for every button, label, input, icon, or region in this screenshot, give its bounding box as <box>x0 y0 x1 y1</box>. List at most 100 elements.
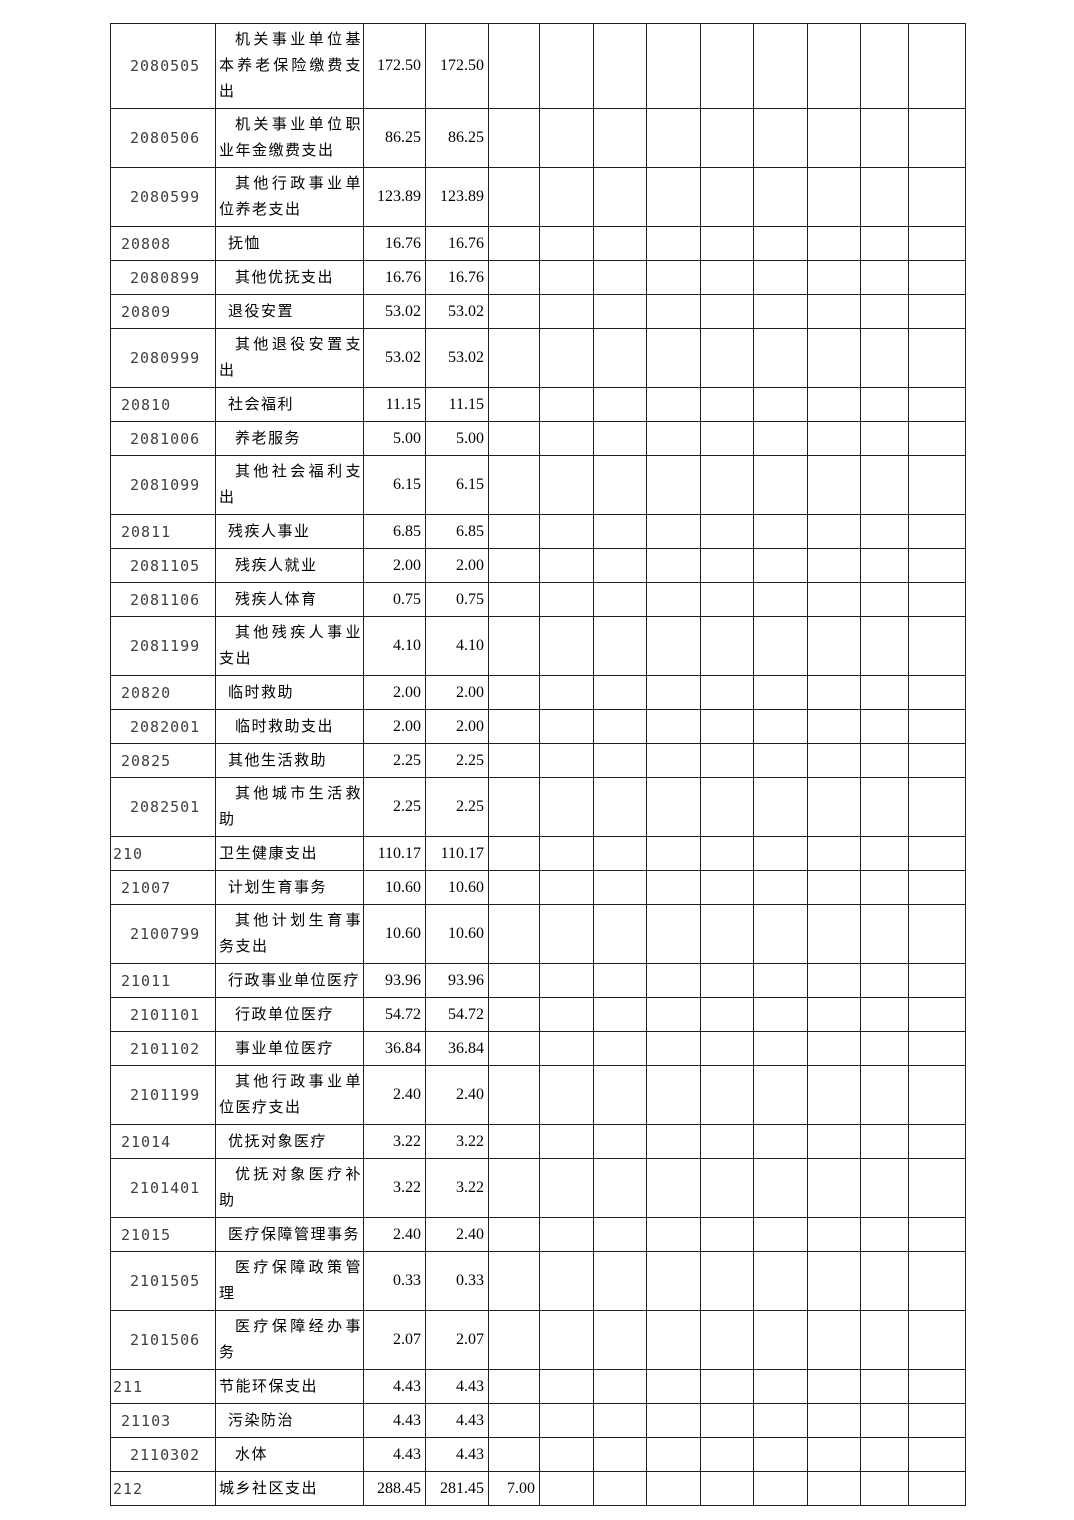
empty-cell <box>807 709 861 744</box>
code-cell: 2080899 <box>110 260 216 295</box>
empty-cell <box>807 23 861 109</box>
empty-cell <box>700 167 754 227</box>
empty-cell <box>539 226 594 261</box>
empty-cell <box>488 548 540 583</box>
value-cell: 2.25 <box>425 777 489 837</box>
empty-cell <box>908 675 966 710</box>
table-row: 2081099 其他社会福利支出 6.15 6.15 <box>110 455 966 515</box>
name-cell: 临时救助 <box>215 675 364 710</box>
empty-cell <box>593 582 647 617</box>
value-cell: 3.22 <box>425 1124 489 1159</box>
empty-cell <box>539 328 594 388</box>
empty-cell <box>700 616 754 676</box>
empty-cell <box>646 260 701 295</box>
value-cell: 110.17 <box>363 836 426 871</box>
empty-cell <box>807 294 861 329</box>
name-cell: 节能环保支出 <box>215 1369 364 1404</box>
value-cell: 7.00 <box>488 1471 540 1506</box>
empty-cell <box>908 387 966 422</box>
empty-cell <box>807 777 861 837</box>
table-row: 2101505 医疗保障政策管理 0.33 0.33 <box>110 1251 966 1311</box>
empty-cell <box>593 1124 647 1159</box>
empty-cell <box>488 514 540 549</box>
name-cell: 其他城市生活救助 <box>215 777 364 837</box>
empty-cell <box>908 1471 966 1506</box>
name-cell: 污染防治 <box>215 1403 364 1438</box>
empty-cell <box>593 294 647 329</box>
code-cell: 2101506 <box>110 1310 216 1370</box>
empty-cell <box>700 328 754 388</box>
table-row: 2110302 水体 4.43 4.43 <box>110 1437 966 1472</box>
empty-cell <box>593 421 647 456</box>
name-cell: 其他社会福利支出 <box>215 455 364 515</box>
code-cell: 2080599 <box>110 167 216 227</box>
empty-cell <box>593 226 647 261</box>
empty-cell <box>860 582 909 617</box>
name-cell: 计划生育事务 <box>215 870 364 905</box>
empty-cell <box>646 675 701 710</box>
name-cell: 其他生活救助 <box>215 743 364 778</box>
value-cell: 86.25 <box>425 108 489 168</box>
empty-cell <box>807 1124 861 1159</box>
empty-cell <box>646 455 701 515</box>
empty-cell <box>860 260 909 295</box>
table-row: 2082001 临时救助支出 2.00 2.00 <box>110 709 966 744</box>
empty-cell <box>700 870 754 905</box>
value-cell: 2.40 <box>363 1217 426 1252</box>
empty-cell <box>753 1217 808 1252</box>
empty-cell <box>646 709 701 744</box>
table-row: 20811 残疾人事业 6.85 6.85 <box>110 514 966 549</box>
table-row: 2100799 其他计划生育事务支出 10.60 10.60 <box>110 904 966 964</box>
empty-cell <box>753 836 808 871</box>
empty-cell <box>646 1158 701 1218</box>
value-cell: 10.60 <box>363 870 426 905</box>
empty-cell <box>860 23 909 109</box>
name-cell: 其他行政事业单位医疗支出 <box>215 1065 364 1125</box>
table-row: 21103 污染防治 4.43 4.43 <box>110 1403 966 1438</box>
empty-cell <box>908 328 966 388</box>
empty-cell <box>860 836 909 871</box>
value-cell: 281.45 <box>425 1471 489 1506</box>
empty-cell <box>753 1403 808 1438</box>
empty-cell <box>646 1471 701 1506</box>
empty-cell <box>807 548 861 583</box>
empty-cell <box>908 108 966 168</box>
value-cell: 3.22 <box>425 1158 489 1218</box>
empty-cell <box>807 675 861 710</box>
empty-cell <box>488 616 540 676</box>
code-cell: 2081106 <box>110 582 216 617</box>
empty-cell <box>488 743 540 778</box>
value-cell: 2.00 <box>425 709 489 744</box>
empty-cell <box>539 675 594 710</box>
empty-cell <box>593 548 647 583</box>
empty-cell <box>908 421 966 456</box>
table-row: 21007 计划生育事务 10.60 10.60 <box>110 870 966 905</box>
code-cell: 20825 <box>110 743 216 778</box>
empty-cell <box>753 1031 808 1066</box>
name-cell: 其他优抚支出 <box>215 260 364 295</box>
empty-cell <box>646 616 701 676</box>
name-cell: 退役安置 <box>215 294 364 329</box>
empty-cell <box>700 1031 754 1066</box>
empty-cell <box>753 23 808 109</box>
value-cell: 2.07 <box>425 1310 489 1370</box>
table-row: 2080899 其他优抚支出 16.76 16.76 <box>110 260 966 295</box>
name-cell: 残疾人体育 <box>215 582 364 617</box>
empty-cell <box>860 1158 909 1218</box>
code-cell: 2101505 <box>110 1251 216 1311</box>
empty-cell <box>593 675 647 710</box>
empty-cell <box>860 328 909 388</box>
table-row: 210 卫生健康支出 110.17 110.17 <box>110 836 966 871</box>
empty-cell <box>807 582 861 617</box>
empty-cell <box>593 514 647 549</box>
value-cell: 0.33 <box>363 1251 426 1311</box>
value-cell: 2.07 <box>363 1310 426 1370</box>
empty-cell <box>593 328 647 388</box>
table-row: 2082501 其他城市生活救助 2.25 2.25 <box>110 777 966 837</box>
empty-cell <box>908 1031 966 1066</box>
empty-cell <box>646 836 701 871</box>
empty-cell <box>539 548 594 583</box>
empty-cell <box>908 260 966 295</box>
empty-cell <box>700 1437 754 1472</box>
empty-cell <box>753 1310 808 1370</box>
